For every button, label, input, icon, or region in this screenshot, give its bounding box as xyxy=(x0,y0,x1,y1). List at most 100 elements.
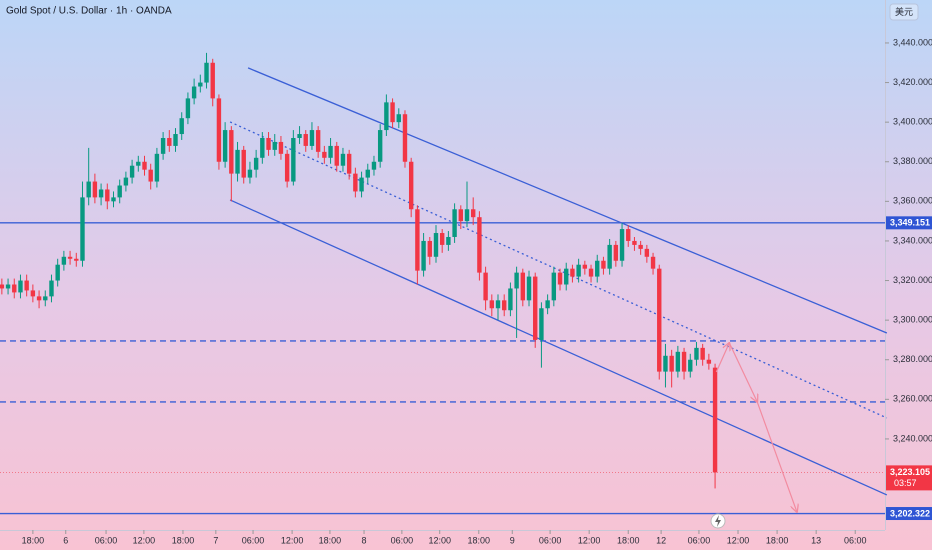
candle-body xyxy=(210,62,215,99)
current-price-box xyxy=(886,465,932,491)
candle-body xyxy=(303,134,308,146)
x-tick-label: 06:00 xyxy=(391,535,414,545)
candle-body xyxy=(489,300,495,309)
candle-body xyxy=(86,181,91,198)
candle-body xyxy=(706,359,712,364)
candle-body xyxy=(185,98,191,119)
currency-label[interactable]: 美元 xyxy=(895,6,913,17)
candle-body xyxy=(235,149,240,174)
x-tick-label: 9 xyxy=(510,535,515,545)
candle-body xyxy=(18,280,23,293)
candle-body xyxy=(253,157,259,170)
x-tick-label: 18:00 xyxy=(617,535,640,545)
candle-body xyxy=(576,264,581,277)
candle-body xyxy=(191,86,197,99)
x-tick-label: 18:00 xyxy=(172,535,195,545)
candle-body xyxy=(619,229,625,261)
candle-body xyxy=(415,209,420,271)
candle-body xyxy=(477,217,482,273)
candle-body xyxy=(36,296,42,301)
countdown: 03:57 xyxy=(894,478,917,488)
candle-body xyxy=(284,153,290,182)
candle-body xyxy=(328,145,333,158)
candle-body xyxy=(80,197,85,261)
x-tick-label: 7 xyxy=(213,535,218,545)
candle-body xyxy=(49,280,54,297)
candle-body xyxy=(408,161,414,210)
candle-body xyxy=(204,62,209,83)
candle-body xyxy=(198,82,203,87)
candle-body xyxy=(396,114,401,123)
candle-body xyxy=(160,137,166,154)
candle-body xyxy=(167,137,172,146)
x-tick-label: 12:00 xyxy=(428,535,451,545)
candle-body xyxy=(663,355,668,372)
candle-body xyxy=(545,300,550,309)
candle-body xyxy=(427,240,432,257)
candle-body xyxy=(291,137,296,182)
current-price-label: 3,223.105 xyxy=(890,467,930,477)
candle-body xyxy=(613,244,619,261)
candle-body xyxy=(564,268,569,285)
y-tick-label: 3,420.000 xyxy=(893,77,932,87)
currency-button[interactable] xyxy=(889,3,919,21)
x-tick-label: 06:00 xyxy=(688,535,711,545)
candle-body xyxy=(346,153,352,174)
candle-body xyxy=(260,137,265,158)
level-label-box xyxy=(886,507,932,521)
y-tick-label: 3,300.000 xyxy=(893,315,932,325)
candle-body xyxy=(241,149,246,178)
x-tick-label: 12:00 xyxy=(281,535,304,545)
candle-body xyxy=(539,308,544,340)
candle-body xyxy=(43,296,48,301)
x-tick-label: 8 xyxy=(362,535,367,545)
candle-body xyxy=(433,233,439,257)
candle-body xyxy=(551,272,557,301)
candle-body xyxy=(669,355,674,372)
candle-body xyxy=(353,173,358,192)
candle-body xyxy=(154,153,160,182)
x-tick-label: 12:00 xyxy=(727,535,750,545)
arrow-segment xyxy=(756,401,797,512)
candle-body xyxy=(626,229,631,241)
candle-body xyxy=(508,288,513,311)
candle-body xyxy=(439,233,445,245)
candle-body xyxy=(173,134,178,146)
x-tick-label: 06:00 xyxy=(539,535,562,545)
y-tick-label: 3,380.000 xyxy=(893,156,932,166)
candle-body xyxy=(0,284,5,289)
x-tick-label: 6 xyxy=(63,535,68,545)
candle-body xyxy=(297,134,302,138)
candle-body xyxy=(278,141,284,154)
candle-body xyxy=(61,256,67,265)
y-tick-label: 3,240.000 xyxy=(893,433,932,443)
candle-body xyxy=(390,102,395,123)
x-tick-label: 12 xyxy=(656,535,666,545)
candle-body xyxy=(123,177,129,186)
candle-body xyxy=(657,268,662,372)
candle-body xyxy=(30,290,36,297)
candle-body xyxy=(694,347,699,360)
y-tick-label: 3,340.000 xyxy=(893,235,932,245)
x-tick-label: 18:00 xyxy=(766,535,789,545)
y-tick-label: 3,280.000 xyxy=(893,354,932,364)
candle-body xyxy=(74,258,79,261)
candle-body xyxy=(142,161,147,170)
x-tick-label: 06:00 xyxy=(95,535,118,545)
candle-body xyxy=(533,276,538,340)
candle-body xyxy=(148,169,153,182)
trendline xyxy=(229,199,888,496)
candle-body xyxy=(700,347,705,360)
candle-body xyxy=(222,130,228,162)
x-tick-label: 12:00 xyxy=(133,535,156,545)
y-tick-label: 3,260.000 xyxy=(893,394,932,404)
candle-body xyxy=(557,272,563,285)
level-label: 3,202.322 xyxy=(890,508,930,518)
x-tick-label: 12:00 xyxy=(578,535,601,545)
candle-body xyxy=(601,260,606,269)
y-tick-label: 3,320.000 xyxy=(893,275,932,285)
candle-body xyxy=(595,260,600,277)
candle-body xyxy=(384,102,389,131)
x-tick-label: 13 xyxy=(811,535,821,545)
